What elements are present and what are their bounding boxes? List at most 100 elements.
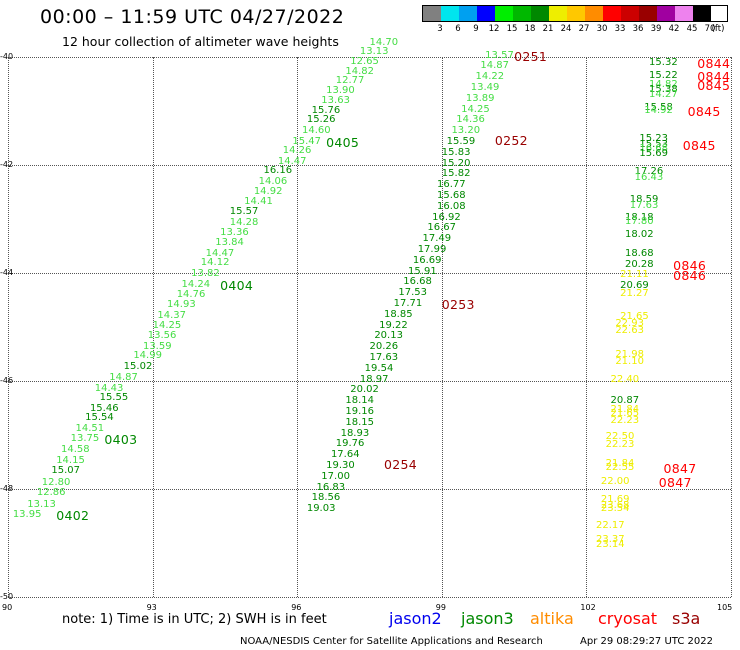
wave-height-label: 23.68 — [600, 499, 630, 511]
wave-height-label: 19.22 — [379, 319, 408, 331]
wave-height-label: 18.02 — [624, 228, 654, 240]
legend-swatch — [657, 6, 675, 21]
wave-height-label: 22.93 — [615, 317, 644, 329]
wave-height-label: 14.99 — [133, 350, 162, 362]
wave-height-label: 17.00 — [321, 470, 350, 482]
wave-height-label: 14.92 — [644, 104, 673, 116]
wave-height-label: 22.63 — [615, 324, 644, 336]
wave-height-label: 22.23 — [605, 439, 635, 451]
wave-height-label: 22.17 — [596, 520, 625, 532]
legend-swatch — [675, 6, 693, 21]
wave-height-label: 14.82 — [649, 78, 678, 90]
wave-height-label: 18.18 — [624, 211, 654, 223]
pass-time-label: 0845 — [697, 77, 731, 93]
wave-height-label: 15.69 — [639, 147, 669, 159]
pass-time-label: 0253 — [441, 296, 475, 312]
wave-height-label: 13.84 — [215, 236, 244, 248]
y-tick-label: -50 — [0, 592, 14, 601]
legend-tick-label: 27 — [578, 24, 590, 34]
satellite-name-jason3: jason3 — [461, 609, 514, 628]
wave-height-label: 13.13 — [359, 46, 389, 58]
wave-height-label: 14.22 — [475, 71, 505, 83]
wave-height-label: 12.80 — [41, 477, 71, 489]
legend-unit-label: (ft) — [711, 24, 725, 34]
wave-height-label: 14.51 — [75, 423, 105, 435]
pass-time-label: 0847 — [663, 461, 697, 477]
wave-height-label: 14.43 — [94, 382, 124, 394]
wave-height-label: 14.25 — [152, 319, 182, 331]
x-tick-label: 99 — [435, 603, 446, 612]
credit-text: NOAA/NESDIS Center for Satellite Applica… — [240, 636, 543, 647]
legend-tick-label: 21 — [542, 24, 554, 34]
x-tick-label: 102 — [580, 603, 596, 612]
pass-time-label: 0847 — [658, 475, 692, 491]
wave-height-label: 15.83 — [441, 146, 471, 158]
grid-line-lon — [731, 57, 732, 597]
grid-line-lat — [8, 381, 731, 382]
legend-swatch — [693, 6, 711, 21]
y-tick-label: -48 — [0, 484, 14, 493]
legend-swatch — [621, 6, 639, 21]
wave-height-label: 21.10 — [615, 355, 644, 367]
map-title: 00:00 – 11:59 UTC 04/27/2022 — [40, 6, 345, 28]
legend-labels: 3 6 9 12 15 18 21 24 27 30 33 36 39 42 45 70 (ft) — [422, 22, 728, 34]
wave-height-label: 14.76 — [176, 289, 206, 301]
wave-height-label: 13.57 — [485, 49, 514, 61]
legend-swatch — [585, 6, 603, 21]
wave-height-label: 15.32 — [649, 57, 678, 69]
pass-time-label: 0845 — [687, 103, 721, 119]
pass-time-label: 0254 — [383, 457, 417, 473]
x-tick-label: 90 — [2, 603, 13, 612]
wave-height-label: 16.68 — [639, 143, 669, 155]
wave-height-label: 12.86 — [36, 486, 66, 498]
wave-height-label: 14.06 — [258, 175, 288, 187]
pass-time-label: 0252 — [494, 133, 528, 149]
legend-tick-label: 24 — [560, 24, 572, 34]
wave-height-label: 13.75 — [70, 432, 100, 444]
wave-height-label: 16.77 — [436, 179, 466, 191]
wave-height-label: 13.49 — [470, 81, 500, 93]
legend-tick-label: 18 — [524, 24, 536, 34]
wave-height-label: 21.11 — [620, 269, 649, 281]
x-tick-label: 93 — [146, 603, 157, 612]
wave-height-label: 14.47 — [205, 247, 235, 259]
satellite-name-altika: altika — [530, 609, 574, 628]
wave-height-label: 14.15 — [56, 454, 85, 466]
y-tick-label: -46 — [0, 376, 14, 385]
wave-height-label: 15.23 — [639, 133, 669, 145]
legend-tick-label: 9 — [473, 24, 479, 34]
wave-height-label: 17.63 — [629, 199, 659, 211]
legend-swatch — [567, 6, 585, 21]
wave-height-label: 14.70 — [369, 37, 399, 49]
wave-height-label: 14.58 — [61, 443, 90, 455]
legend-swatch — [531, 6, 549, 21]
legend-swatch — [459, 6, 477, 21]
wave-height-label: 22.00 — [600, 476, 630, 488]
pass-time-label: 0403 — [104, 431, 138, 447]
legend-swatch — [477, 6, 495, 21]
wave-height-label: 13.20 — [451, 125, 481, 137]
satellite-name-cryosat: cryosat — [598, 609, 658, 628]
wave-height-label: 14.26 — [282, 145, 312, 157]
pass-time-label: 0844 — [697, 68, 731, 84]
legend-swatch — [603, 6, 621, 21]
grid-line-lat — [8, 57, 731, 58]
wave-height-label: 21.65 — [620, 311, 649, 323]
wave-height-label: 19.16 — [345, 405, 375, 417]
wave-height-label: 21.84 — [605, 458, 635, 470]
wave-height-label: 16.92 — [432, 211, 461, 223]
wave-height-label: 15.57 — [229, 206, 259, 218]
wave-height-label: 16.16 — [263, 165, 293, 177]
legend-tick-label: 42 — [668, 24, 680, 34]
wave-height-label: 22.40 — [610, 373, 640, 385]
pass-time-label: 0846 — [673, 268, 707, 284]
wave-height-label: 15.76 — [311, 104, 341, 116]
legend-tick-label: 45 — [686, 24, 698, 34]
wave-height-label: 16.08 — [436, 200, 466, 212]
wave-height-label: 15.02 — [123, 361, 153, 373]
legend-tick-label: 36 — [632, 24, 644, 34]
wave-height-label: 20.26 — [369, 341, 399, 353]
wave-height-label: 14.87 — [109, 371, 138, 383]
wave-height-label: 17.71 — [393, 297, 423, 309]
x-tick-label: 96 — [291, 603, 302, 612]
